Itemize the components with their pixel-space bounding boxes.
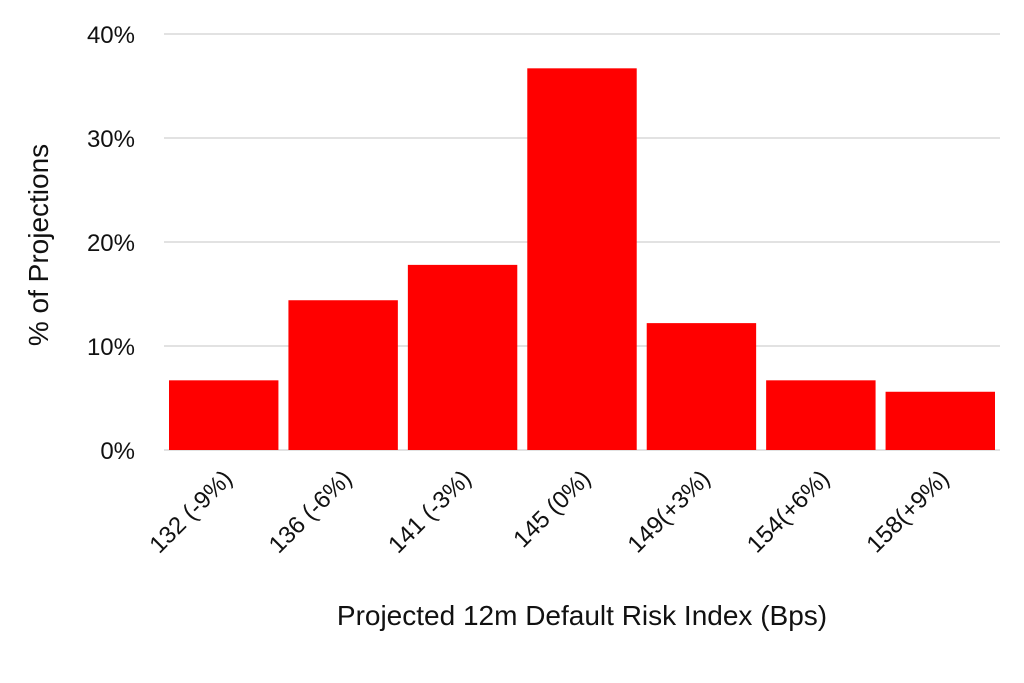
y-axis-ticks: 0% 10% 20% 30% 40%: [87, 22, 135, 465]
y-tick-label: 0%: [100, 438, 135, 465]
bar: [766, 380, 876, 450]
bar: [646, 323, 757, 450]
x-tick-label: 158(+9%): [861, 465, 954, 558]
bar: [885, 391, 995, 450]
x-axis-ticks: 132 (-9%) 136 (-6%) 141 (-3%) 145 (0%) 149(+…: [144, 465, 954, 559]
x-tick-label: 149(+3%): [623, 465, 716, 558]
x-tick-label: 132 (-9%): [144, 465, 238, 559]
bars: [169, 68, 995, 450]
x-tick-label: 136 (-6%): [264, 465, 358, 559]
x-tick-label: 141 (-3%): [383, 465, 477, 559]
y-axis-label: % of Projections: [23, 144, 54, 346]
bar: [288, 300, 398, 450]
bar: [169, 380, 279, 450]
y-tick-label: 30%: [87, 126, 135, 153]
x-tick-label: 154(+6%): [742, 465, 835, 558]
bar: [407, 264, 518, 450]
bar: [527, 68, 637, 450]
y-tick-label: 20%: [87, 230, 135, 257]
y-tick-label: 10%: [87, 334, 135, 361]
y-tick-label: 40%: [87, 22, 135, 49]
x-tick-label: 145 (0%): [508, 465, 596, 553]
x-axis-label: Projected 12m Default Risk Index (Bps): [337, 600, 827, 631]
